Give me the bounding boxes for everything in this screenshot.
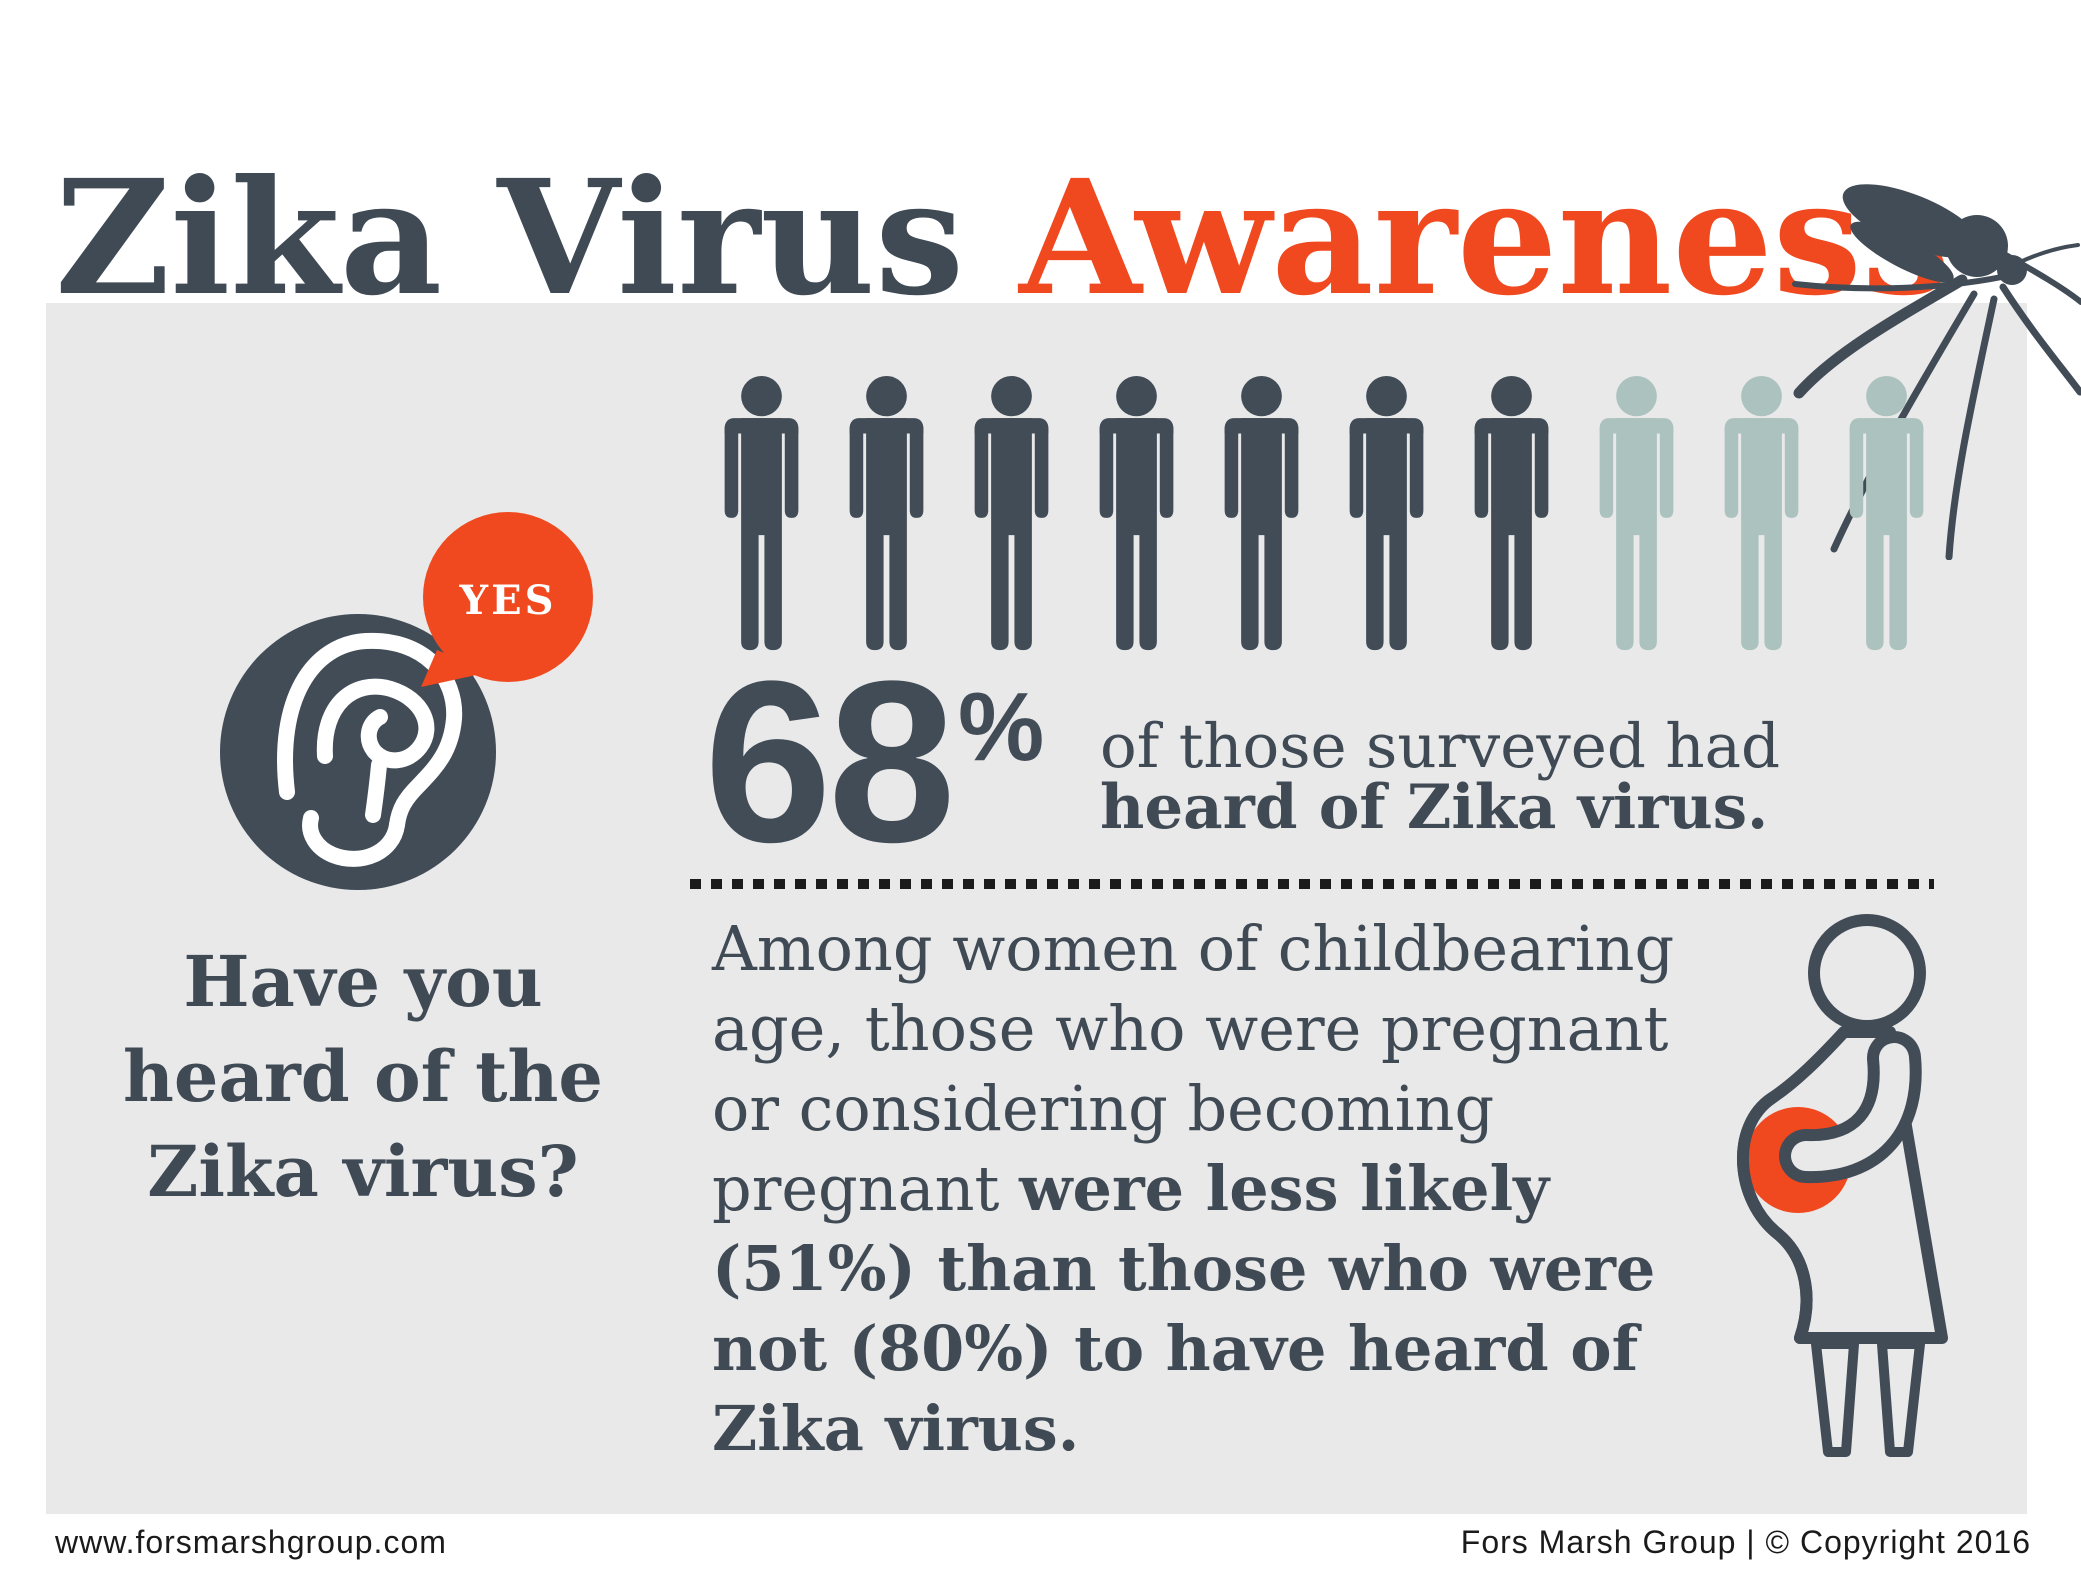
person-icon [713,376,810,654]
pictograph-people-row [713,376,1963,654]
question-line: Zika virus? [147,1130,579,1213]
pregnant-woman-icon [1737,914,1948,1457]
yes-speech-bubble: YES [421,512,593,687]
question-text: Have you heard of the Zika virus? [60,934,666,1219]
stat-percent-value: 68 [704,633,956,890]
person-icon [1338,376,1435,654]
stat-percent-sign: % [958,672,1045,781]
person-icon [1713,376,1810,654]
title-accent-part: Awareness [1019,145,1951,331]
stat-caption-bold: heard of Zika virus. [1100,772,1769,843]
person-icon [1838,376,1935,654]
person-icon [838,376,935,654]
title-dark-part: Zika Virus [55,145,965,331]
person-icon [963,376,1060,654]
question-line: Have you [183,940,543,1023]
person-icon [1213,376,1310,654]
paragraph-bold: were less likely (51%) than those who we… [712,1152,1656,1465]
person-icon [1088,376,1185,654]
yes-label: YES [459,577,557,624]
person-icon [1463,376,1560,654]
question-line: heard of the [123,1035,603,1118]
person-icon [1588,376,1685,654]
stat-caption: of those surveyed had heard of Zika viru… [1100,716,1780,838]
page-title: Zika Virus Awareness [55,159,1951,318]
footer-website: www.forsmarshgroup.com [55,1524,447,1560]
stat-caption-regular: of those surveyed had [1100,711,1781,782]
paragraph-regular: Among women of childbearing age, those w… [712,912,1675,1225]
dashed-divider [690,879,1934,889]
pregnancy-paragraph: Among women of childbearing age, those w… [712,909,1732,1469]
footer-credit: Fors Marsh Group | © Copyright 2016 [1460,1524,2031,1560]
mosquito-icon [1792,184,2081,560]
